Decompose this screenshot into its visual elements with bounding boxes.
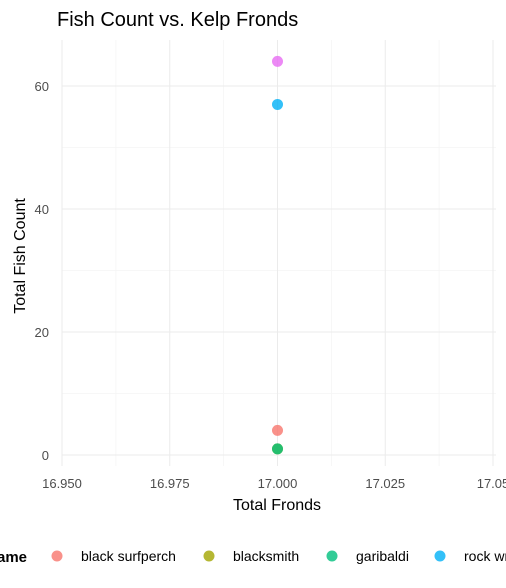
data-point bbox=[272, 55, 283, 67]
y-axis-label: Total Fish Count bbox=[12, 198, 29, 314]
legend-key bbox=[326, 550, 338, 562]
legend-key bbox=[203, 550, 215, 562]
x-tick-labels: 16.950 16.975 17.000 17.025 17.05 bbox=[42, 476, 506, 491]
x-tick-label: 17.05 bbox=[477, 476, 506, 491]
chart-title: Fish Count vs. Kelp Fronds bbox=[57, 9, 298, 31]
legend-label: garibaldi bbox=[356, 548, 409, 564]
legend-key bbox=[434, 550, 446, 562]
legend-label: blacksmith bbox=[233, 548, 299, 564]
y-tick-label: 0 bbox=[42, 448, 49, 463]
legend-label: black surfperch bbox=[81, 548, 176, 564]
data-point bbox=[272, 443, 283, 455]
data-point bbox=[272, 424, 283, 436]
y-tick-labels: 0 20 40 60 bbox=[35, 79, 49, 463]
x-tick-label: 17.025 bbox=[365, 476, 405, 491]
data-points bbox=[272, 55, 283, 455]
x-tick-label: 16.975 bbox=[150, 476, 190, 491]
y-tick-label: 60 bbox=[35, 79, 49, 94]
x-tick-label: 17.000 bbox=[258, 476, 298, 491]
legend-label: rock wr bbox=[464, 548, 506, 564]
legend-key bbox=[51, 550, 63, 562]
x-axis-label: Total Fronds bbox=[233, 497, 321, 514]
legend: ame black surfperch blacksmith garibaldi ro… bbox=[0, 548, 506, 566]
y-tick-label: 20 bbox=[35, 325, 49, 340]
data-point bbox=[272, 98, 283, 110]
x-tick-label: 16.950 bbox=[42, 476, 82, 491]
y-tick-label: 40 bbox=[35, 202, 49, 217]
grid bbox=[61, 40, 496, 466]
legend-title: ame bbox=[0, 549, 27, 566]
